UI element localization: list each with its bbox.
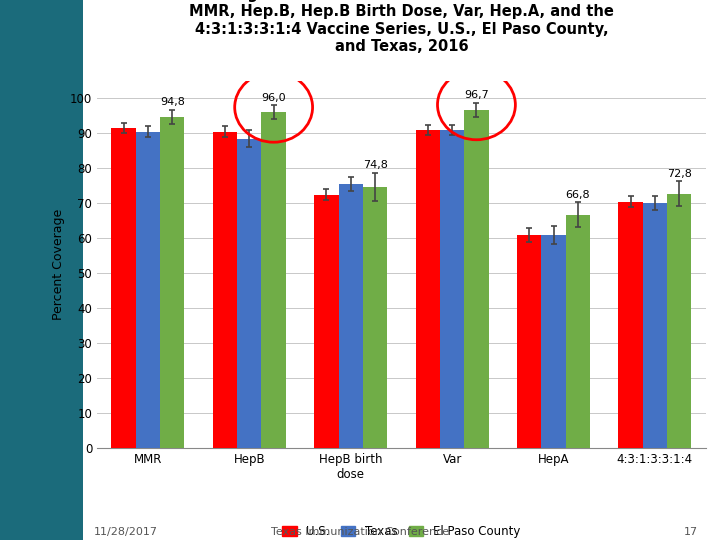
Text: 74,8: 74,8: [363, 160, 387, 170]
Bar: [667, 194, 691, 448]
Bar: [415, 130, 440, 448]
Text: 72,8: 72,8: [667, 168, 692, 179]
Text: 17: 17: [684, 526, 698, 537]
Bar: [440, 130, 464, 448]
Bar: [618, 201, 643, 448]
Bar: [643, 204, 667, 448]
Bar: [314, 194, 338, 448]
Bar: [237, 139, 261, 448]
Bar: [363, 187, 387, 448]
Text: 66,8: 66,8: [565, 190, 590, 200]
Bar: [338, 184, 363, 448]
Bar: [541, 235, 566, 448]
Bar: [160, 117, 184, 448]
Bar: [213, 132, 237, 448]
Text: Texas Immunization Conference: Texas Immunization Conference: [271, 526, 449, 537]
Bar: [464, 110, 489, 448]
Text: Coverage Estimates with 95% Confidence Intervals
MMR, Hep.B, Hep.B Birth Dose, V: Coverage Estimates with 95% Confidence I…: [189, 0, 614, 54]
Text: 11/28/2017: 11/28/2017: [94, 526, 158, 537]
Bar: [517, 235, 541, 448]
Bar: [566, 214, 590, 448]
Text: 96,0: 96,0: [261, 93, 286, 103]
Legend: U.S., Texas, El Paso County: U.S., Texas, El Paso County: [278, 520, 525, 540]
Bar: [136, 132, 160, 448]
Text: 96,7: 96,7: [464, 90, 489, 100]
Bar: [112, 128, 136, 448]
Y-axis label: Percent Coverage: Percent Coverage: [52, 209, 65, 320]
Bar: [261, 112, 286, 448]
Text: 94,8: 94,8: [160, 97, 184, 107]
